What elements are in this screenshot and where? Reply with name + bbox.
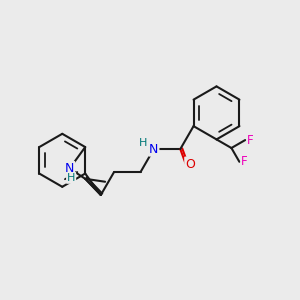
Text: N: N [65, 162, 74, 175]
Text: F: F [242, 155, 248, 168]
Text: H: H [139, 138, 148, 148]
Text: F: F [247, 134, 254, 147]
Text: H: H [67, 173, 75, 183]
Text: N: N [149, 142, 158, 156]
Text: O: O [185, 158, 195, 170]
